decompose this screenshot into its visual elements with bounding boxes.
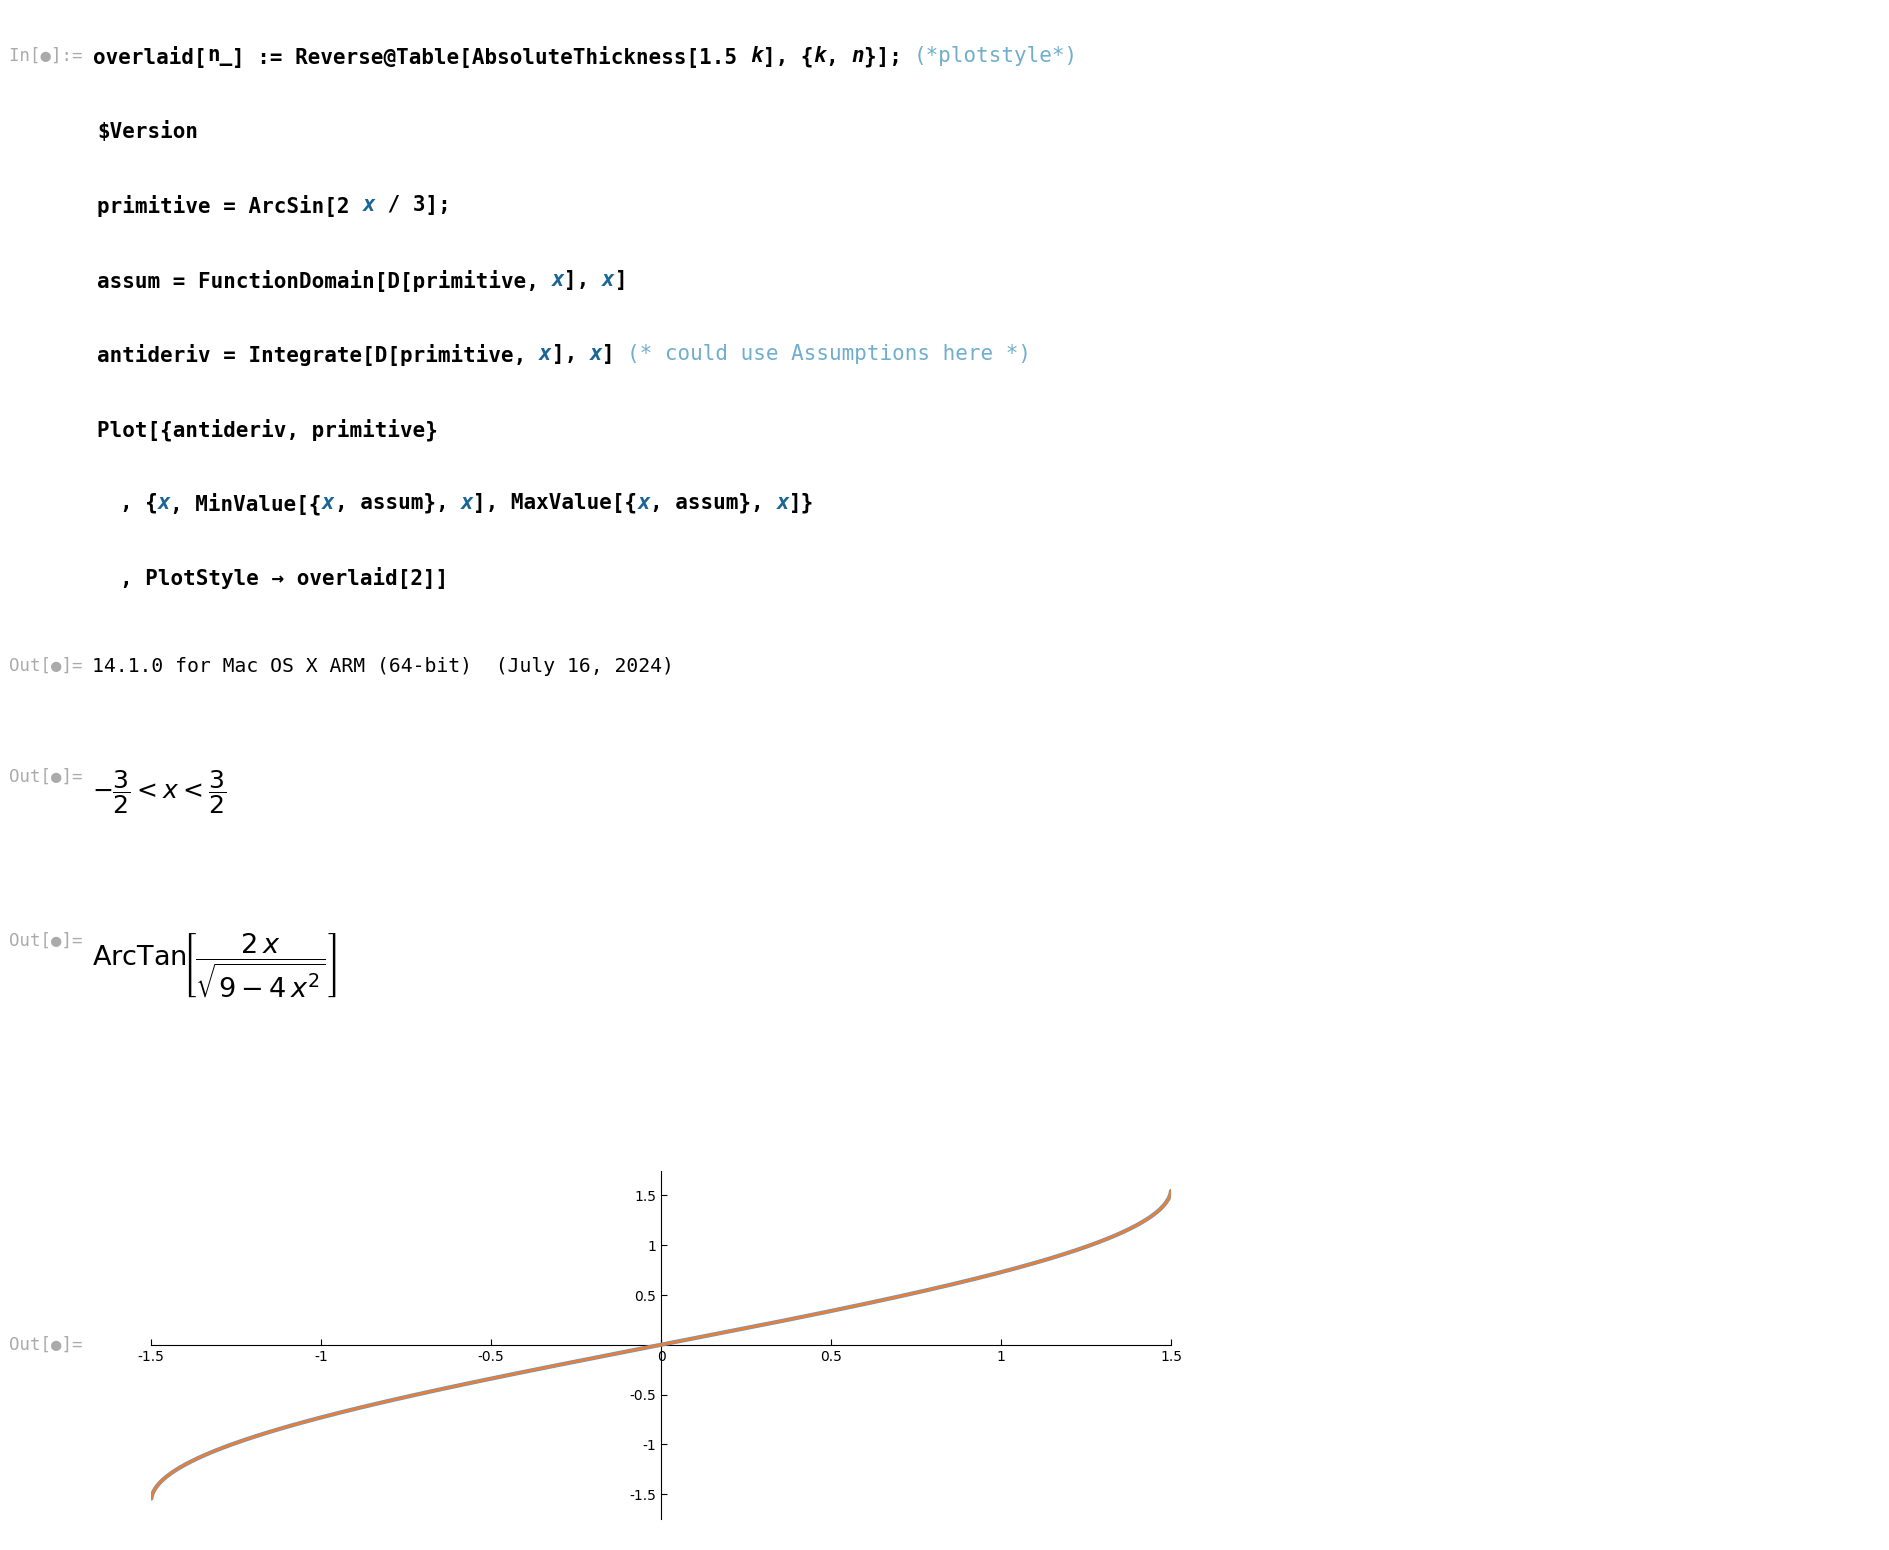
Text: , assum},: , assum}, [650, 493, 776, 513]
Text: x: x [363, 195, 376, 215]
Text: x: x [461, 493, 474, 513]
Text: ],: ], [565, 270, 603, 290]
Text: $Version: $Version [96, 121, 198, 143]
Text: , MinValue[{: , MinValue[{ [170, 493, 321, 516]
Text: assum = FunctionDomain[D[primitive,: assum = FunctionDomain[D[primitive, [96, 270, 552, 291]
Text: ]: ] [614, 270, 627, 290]
Text: Out[●]=: Out[●]= [9, 769, 83, 786]
Text: (*plotstyle*): (*plotstyle*) [914, 46, 1079, 67]
Text: x: x [603, 270, 614, 290]
Text: 14.1.0 for Mac OS X ARM (64-bit)  (July 16, 2024): 14.1.0 for Mac OS X ARM (64-bit) (July 1… [93, 657, 674, 676]
Text: ] := Reverse@Table[AbsoluteThickness[1.5: ] := Reverse@Table[AbsoluteThickness[1.5 [232, 46, 750, 68]
Text: , PlotStyle → overlaid[2]]: , PlotStyle → overlaid[2]] [119, 567, 448, 589]
Text: }];: }]; [863, 46, 914, 67]
Text: ], MaxValue[{: ], MaxValue[{ [474, 493, 637, 513]
Text: x: x [321, 493, 334, 513]
Text: primitive = ArcSin[2: primitive = ArcSin[2 [96, 195, 363, 217]
Text: Plot[{antideriv, primitive}: Plot[{antideriv, primitive} [96, 418, 438, 442]
Text: x: x [159, 493, 170, 513]
Text: / 3];: / 3]; [376, 195, 451, 215]
Text: ],: ], [552, 344, 589, 364]
Text: (* could use Assumptions here *): (* could use Assumptions here *) [627, 344, 1031, 364]
Text: x: x [776, 493, 790, 513]
Text: $\mathrm{ArcTan}\!\left[\dfrac{2\,x}{\sqrt{9-4\,x^2}}\right]$: $\mathrm{ArcTan}\!\left[\dfrac{2\,x}{\sq… [93, 932, 336, 1000]
Text: k: k [812, 46, 825, 67]
Text: antideriv = Integrate[D[primitive,: antideriv = Integrate[D[primitive, [96, 344, 538, 366]
Text: , assum},: , assum}, [334, 493, 461, 513]
Text: ]}: ]} [790, 493, 814, 513]
Text: n_: n_ [208, 46, 232, 67]
Text: , {: , { [119, 493, 159, 513]
Text: $-\dfrac{3}{2} < x < \dfrac{3}{2}$: $-\dfrac{3}{2} < x < \dfrac{3}{2}$ [93, 769, 227, 815]
Text: x: x [538, 344, 552, 364]
Text: n: n [850, 46, 863, 67]
Text: ,: , [825, 46, 850, 67]
Text: Out[●]=: Out[●]= [9, 657, 83, 674]
Text: Out[●]=: Out[●]= [9, 932, 83, 950]
Text: x: x [637, 493, 650, 513]
Text: ]: ] [603, 344, 627, 364]
Text: Out[●]=: Out[●]= [9, 1336, 83, 1353]
Text: x: x [589, 344, 603, 364]
Text: In[●]:=: In[●]:= [9, 46, 93, 65]
Text: x: x [552, 270, 565, 290]
Text: overlaid[: overlaid[ [93, 46, 208, 68]
Text: k: k [750, 46, 763, 67]
Text: ], {: ], { [763, 46, 812, 67]
